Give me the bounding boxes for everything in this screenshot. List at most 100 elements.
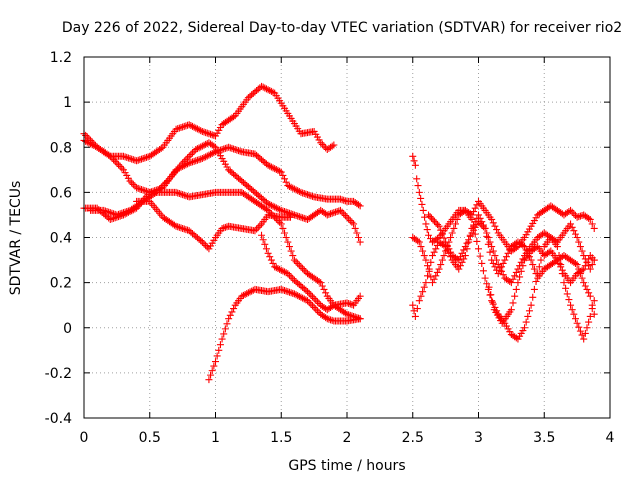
data-point bbox=[313, 298, 321, 306]
data-point bbox=[355, 201, 363, 209]
x-tick-label: 4 bbox=[606, 430, 615, 446]
data-point bbox=[333, 208, 341, 216]
data-point bbox=[466, 232, 474, 240]
data-point bbox=[88, 141, 96, 149]
data-point bbox=[208, 149, 216, 157]
data-point bbox=[300, 295, 308, 303]
data-point bbox=[432, 219, 440, 227]
data-point bbox=[272, 204, 280, 212]
data-point bbox=[338, 208, 346, 216]
data-point bbox=[141, 154, 149, 162]
data-point bbox=[172, 222, 180, 230]
data-point bbox=[552, 237, 560, 245]
data-point bbox=[295, 261, 303, 269]
data-point bbox=[558, 266, 566, 274]
data-point bbox=[87, 140, 95, 148]
data-point bbox=[254, 223, 262, 231]
data-point bbox=[348, 218, 356, 226]
x-tick-label: 1.5 bbox=[270, 430, 292, 446]
data-point bbox=[322, 289, 330, 297]
data-point bbox=[277, 206, 285, 214]
data-point bbox=[203, 152, 211, 160]
series-track-12 bbox=[485, 243, 598, 327]
data-point bbox=[415, 238, 423, 246]
data-point bbox=[341, 212, 349, 220]
data-point bbox=[267, 163, 275, 171]
x-tick-label: 3 bbox=[474, 430, 483, 446]
data-point bbox=[570, 227, 578, 235]
data-point bbox=[341, 309, 349, 317]
data-point bbox=[294, 187, 302, 195]
data-point bbox=[110, 210, 118, 218]
data-point bbox=[262, 85, 270, 93]
data-point bbox=[133, 184, 141, 192]
data-point bbox=[154, 187, 162, 195]
data-point bbox=[85, 139, 93, 147]
data-point bbox=[221, 223, 229, 231]
data-point bbox=[103, 208, 111, 216]
data-point bbox=[345, 311, 353, 319]
data-point bbox=[279, 207, 287, 215]
data-point bbox=[343, 310, 351, 318]
data-point bbox=[427, 258, 435, 266]
data-point bbox=[525, 307, 533, 315]
data-point bbox=[504, 249, 512, 257]
data-point bbox=[106, 209, 114, 217]
data-point bbox=[489, 219, 497, 227]
data-point bbox=[285, 271, 293, 279]
data-point bbox=[177, 224, 185, 232]
data-point bbox=[177, 124, 185, 132]
data-point bbox=[299, 265, 307, 273]
data-point bbox=[489, 247, 497, 255]
data-point bbox=[267, 256, 275, 264]
data-point bbox=[575, 323, 583, 331]
data-point bbox=[483, 229, 491, 237]
data-point bbox=[588, 261, 596, 269]
y-tick-label: 0.2 bbox=[50, 276, 72, 292]
data-point bbox=[299, 214, 307, 222]
data-point bbox=[423, 226, 431, 234]
data-point bbox=[115, 210, 123, 218]
data-point bbox=[318, 140, 326, 148]
data-point bbox=[289, 275, 297, 283]
data-point bbox=[557, 263, 565, 271]
data-point bbox=[282, 287, 290, 295]
data-point bbox=[157, 183, 165, 191]
data-point bbox=[300, 190, 308, 198]
data-point bbox=[583, 258, 591, 266]
data-point bbox=[310, 294, 318, 302]
data-point bbox=[305, 289, 313, 297]
data-point bbox=[141, 187, 149, 195]
data-point bbox=[271, 165, 279, 173]
data-point bbox=[424, 262, 432, 270]
data-point bbox=[297, 263, 305, 271]
data-point bbox=[420, 283, 428, 291]
data-point bbox=[414, 237, 422, 245]
data-point bbox=[567, 301, 575, 309]
data-point bbox=[428, 252, 436, 260]
data-point bbox=[422, 220, 430, 228]
data-point bbox=[413, 175, 421, 183]
data-point bbox=[494, 261, 502, 269]
data-point bbox=[305, 191, 313, 199]
data-point bbox=[267, 201, 275, 209]
data-point bbox=[460, 208, 468, 216]
data-point bbox=[142, 153, 150, 161]
data-point bbox=[562, 284, 570, 292]
data-point bbox=[266, 253, 274, 261]
data-point bbox=[203, 129, 211, 137]
data-point bbox=[144, 153, 152, 161]
data-point bbox=[230, 113, 238, 121]
data-point bbox=[340, 196, 348, 204]
data-point bbox=[318, 282, 326, 290]
data-point bbox=[266, 201, 274, 209]
data-point bbox=[285, 243, 293, 251]
data-point bbox=[346, 217, 354, 225]
data-point bbox=[195, 156, 203, 164]
x-tick-label: 2.5 bbox=[402, 430, 424, 446]
data-point bbox=[343, 299, 351, 307]
series-track-7 bbox=[258, 231, 364, 314]
data-point bbox=[230, 145, 238, 153]
data-point bbox=[142, 187, 150, 195]
